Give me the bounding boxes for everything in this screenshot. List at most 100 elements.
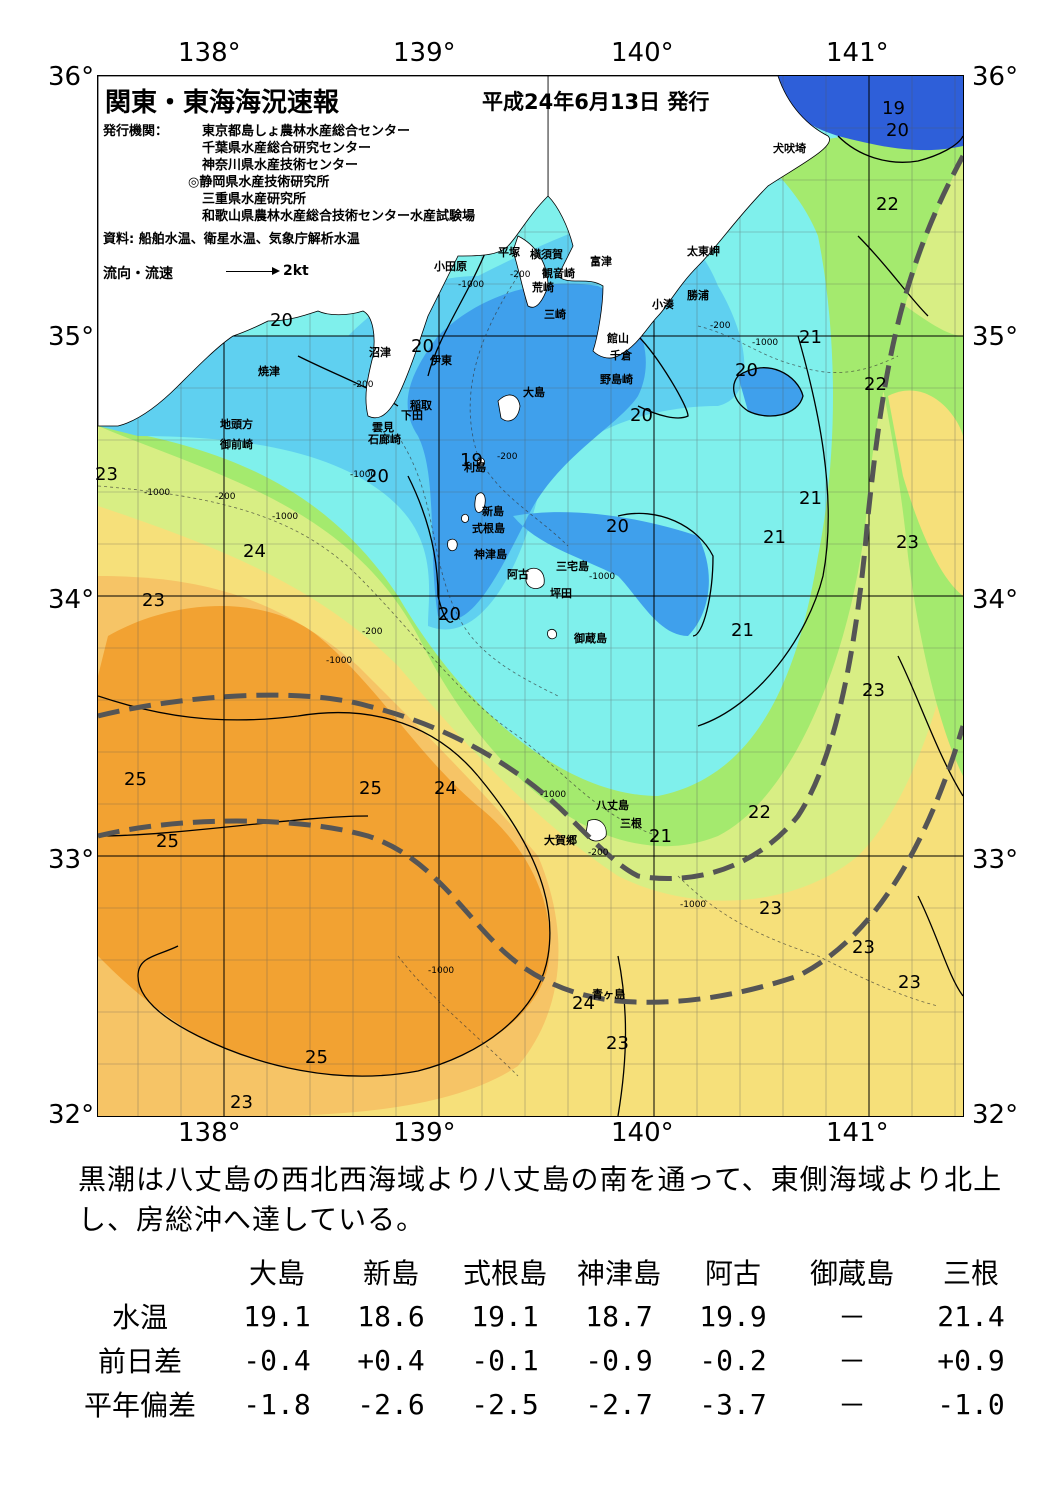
isotherm-label: 20 [270, 310, 293, 331]
depth-label: -1000 [752, 338, 779, 348]
table-cell: +0.4 [357, 1343, 425, 1377]
data-source: 資料: 船舶水温、衛星水温、気象庁解析水温 [103, 232, 360, 247]
depth-label: -1000 [350, 470, 377, 480]
isotherm-label: 21 [799, 488, 822, 509]
flow-legend-label: 流向・流速 [103, 266, 173, 282]
place-okago: 大賀郷 [544, 834, 577, 847]
land-mikurajima [547, 629, 557, 640]
isotherm-label: 21 [649, 826, 672, 847]
depth-label: -1000 [326, 656, 353, 666]
table-cell: -2.6 [357, 1387, 425, 1421]
place-odawara: 小田原 [434, 260, 467, 273]
left-lat-35: 35° [48, 322, 95, 352]
isotherm-label: 19 [882, 98, 905, 119]
isotherm-label: 23 [759, 898, 782, 919]
isotherm-label: 25 [305, 1047, 328, 1068]
depth-label: -200 [588, 848, 609, 858]
table-cell: -1.0 [937, 1387, 1005, 1421]
place-nojimazaki: 野島崎 [600, 373, 633, 386]
place-chikura: 千倉 [610, 349, 632, 362]
left-lat-33: 33° [48, 845, 95, 875]
depth-label: -1000 [540, 790, 567, 800]
depth-label: -1000 [428, 966, 455, 976]
isotherm-label: 23 [898, 972, 921, 993]
col-oshima: 大島 [248, 1257, 305, 1290]
table-cell: 21.4 [937, 1299, 1005, 1333]
issuer-4: ◎静岡県水産技術研究所 [188, 175, 330, 190]
bottom-lon-139: 139° [393, 1118, 456, 1148]
observation-table: 大島 新島 式根島 神津島 阿古 御蔵島 三根 水温 19.1 18.6 19.… [60, 1250, 1028, 1426]
sst-deepblue-zone [778, 76, 963, 151]
table-cell: 18.7 [585, 1299, 653, 1333]
table-row: 前日差 -0.4 +0.4 -0.1 -0.9 -0.2 － +0.9 [60, 1338, 1028, 1382]
table-header-row: 大島 新島 式根島 神津島 阿古 御蔵島 三根 [60, 1250, 1028, 1294]
table-cell: － [837, 1345, 866, 1378]
isotherm-label: 20 [438, 604, 461, 625]
depth-label: -1000 [272, 512, 299, 522]
place-futtsu: 富津 [590, 255, 612, 268]
isotherm-label: 22 [748, 802, 771, 823]
place-aogashima: 青ヶ島 [592, 988, 625, 1001]
land-kozushima [447, 538, 458, 552]
place-misaki: 三崎 [544, 308, 566, 321]
depth-label: -200 [353, 380, 374, 390]
sst-blue-zone [407, 283, 709, 636]
place-katsuura: 勝浦 [687, 289, 709, 302]
isotherm-label: 23 [852, 937, 875, 958]
isotherm-label: 23 [862, 680, 885, 701]
isotherm-label: 20 [366, 466, 389, 487]
sst-orange-zone [98, 606, 550, 1077]
land-toshima [477, 457, 485, 467]
place-tateyama: 館山 [607, 332, 629, 345]
depth-label: -1000 [589, 572, 616, 582]
land-boso [547, 76, 830, 359]
flow-legend-unit: 2kt [283, 263, 309, 279]
bottom-lon-138: 138° [178, 1118, 241, 1148]
place-kannonzaki: 観音崎 [542, 267, 575, 280]
issuer-1: 東京都島しょ農林水産総合センター [202, 124, 411, 139]
flow-arrow-icon [226, 271, 276, 272]
isotherm-label: 21 [763, 527, 786, 548]
table-cell: -2.5 [471, 1387, 539, 1421]
isotherm-label: 23 [896, 532, 919, 553]
table-row: 水温 19.1 18.6 19.1 18.7 19.9 － 21.4 [60, 1294, 1028, 1338]
place-mitsune: 三根 [620, 817, 642, 830]
place-numazu: 沼津 [369, 346, 391, 359]
bulletin-title: 関東・東海海況速報 [105, 88, 340, 118]
issuer-5: 三重県水産研究所 [202, 192, 307, 207]
place-mikurajima: 御蔵島 [574, 632, 607, 645]
table-cell: 19.1 [243, 1299, 311, 1333]
table-cell: － [837, 1389, 866, 1422]
table-cell: 19.1 [471, 1299, 539, 1333]
right-lat-34: 34° [972, 585, 1019, 615]
isotherm-lines [98, 135, 963, 1116]
sst-yellow-east [888, 390, 963, 596]
isotherm-label: 22 [864, 374, 887, 395]
depth-label: -200 [497, 452, 518, 462]
isotherm-label: 21 [731, 620, 754, 641]
place-toshima: 利島 [464, 461, 486, 474]
table-cell: -0.9 [585, 1343, 653, 1377]
kuroshio-axis [98, 154, 963, 1005]
isotherm-label: 19 [460, 450, 483, 471]
place-yaizu: 焼津 [258, 365, 280, 378]
isotherm-label: 23 [142, 590, 165, 611]
land-miyakejima [525, 567, 545, 589]
isotherm-label: 23 [606, 1033, 629, 1054]
sea-temperature-map [97, 75, 964, 1117]
land-izu [98, 76, 549, 427]
isotherm-label: 23 [230, 1092, 253, 1113]
depth-label: -200 [710, 321, 731, 331]
place-oshima: 大島 [523, 386, 545, 399]
table-cell: -1.8 [243, 1387, 311, 1421]
isotherm-label: 20 [630, 405, 653, 426]
table-cell: 19.9 [699, 1299, 767, 1333]
table-corner [60, 1250, 220, 1294]
isotherm-label: 25 [156, 831, 179, 852]
left-lat-34: 34° [48, 585, 95, 615]
col-shikinejima: 式根島 [462, 1257, 547, 1290]
top-lon-141: 141° [826, 38, 889, 68]
place-inatori: 稲取 [410, 399, 432, 412]
place-yokosuka: 横須賀 [530, 248, 563, 261]
right-lat-33: 33° [972, 845, 1019, 875]
